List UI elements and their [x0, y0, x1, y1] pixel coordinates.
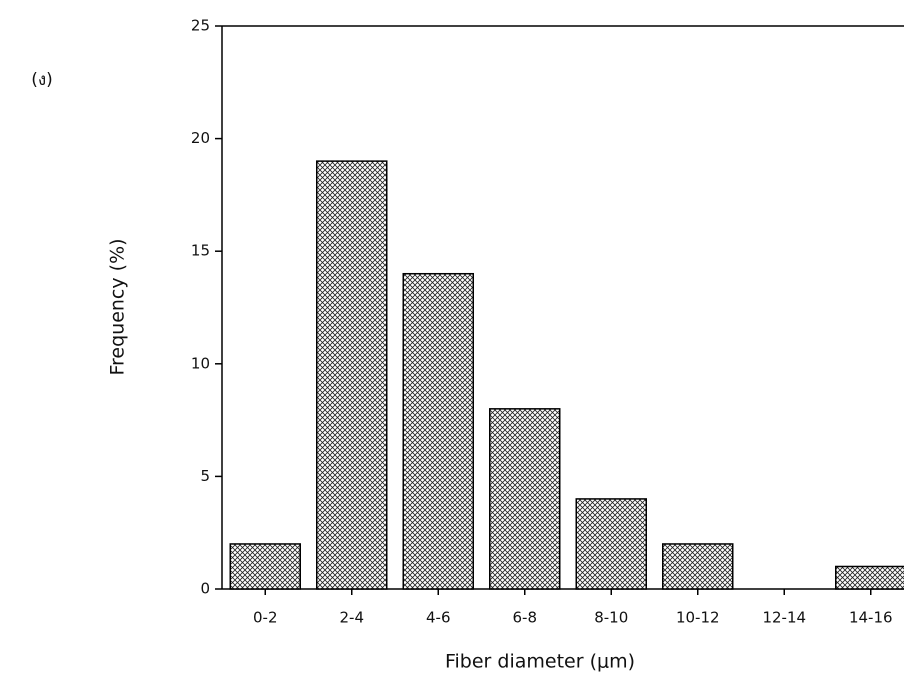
x-tick-label: 4-6 [426, 609, 451, 627]
y-tick-label: 10 [191, 354, 210, 372]
x-tick-label: 6-8 [513, 609, 538, 627]
bar [402, 272, 474, 590]
y-tick-label: 5 [200, 467, 210, 485]
bar [662, 543, 734, 590]
x-tick-label: 12-14 [762, 609, 806, 627]
x-tick-label: 14-16 [849, 609, 893, 627]
y-tick-label: 0 [200, 580, 210, 598]
y-tick-label: 20 [191, 129, 210, 147]
x-tick-label: 8-10 [594, 609, 628, 627]
bar [489, 408, 561, 590]
y-axis-label: Frequency (%) [107, 238, 129, 375]
y-tick-label: 25 [191, 17, 210, 35]
x-tick-label: 2-4 [340, 609, 365, 627]
bar [835, 565, 904, 590]
bar [575, 498, 647, 590]
bar [229, 543, 301, 590]
x-tick-label: 10-12 [676, 609, 720, 627]
x-tick-label: 0-2 [253, 609, 278, 627]
y-tick-label: 15 [191, 242, 210, 260]
panel-label: (ง) [31, 70, 53, 90]
bar [316, 160, 388, 590]
x-axis-label: Fiber diameter (μm) [445, 651, 635, 673]
